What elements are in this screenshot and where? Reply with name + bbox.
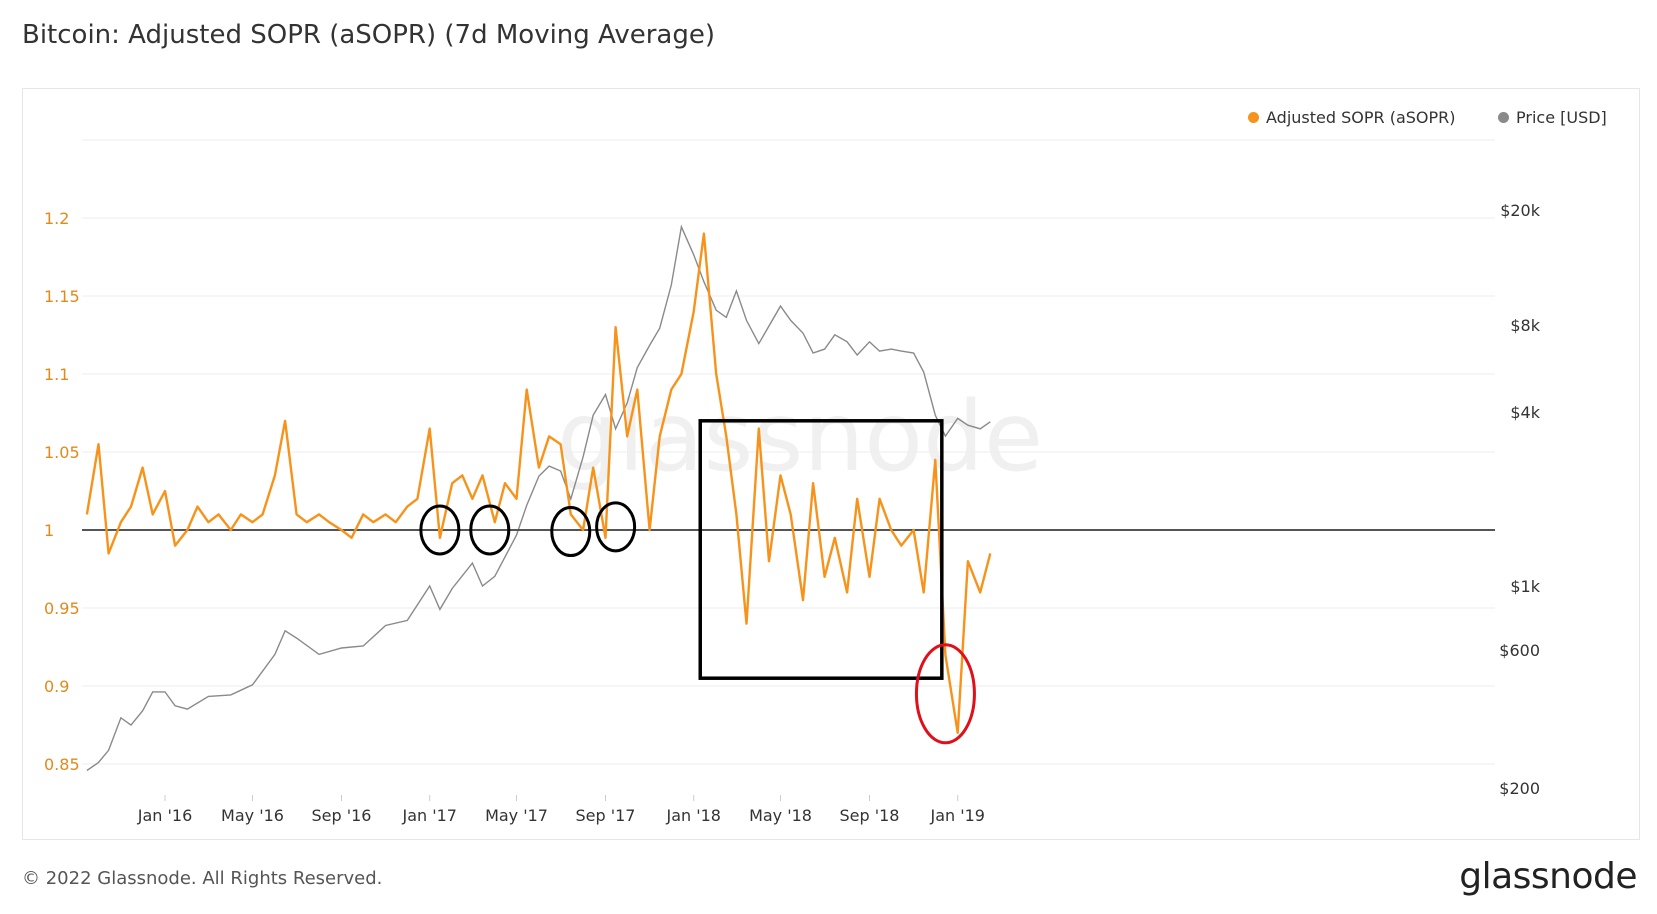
right-axis-tick-label: $8k	[1510, 316, 1540, 335]
x-axis-tick-label: Jan '16	[137, 806, 193, 825]
x-axis-tick-label: Sep '16	[311, 806, 371, 825]
x-axis-tick-label: Sep '17	[575, 806, 635, 825]
chart-frame	[22, 88, 1640, 840]
left-axis-tick-label: 0.95	[44, 599, 80, 618]
x-axis-tick-label: May '16	[221, 806, 284, 825]
left-axis-tick-label: 1.05	[44, 443, 80, 462]
left-axis-tick-label: 0.85	[44, 755, 80, 774]
series-line-sopr	[85, 232, 992, 734]
left-axis-tick-label: 1.1	[44, 365, 69, 384]
annotation-ellipse	[595, 501, 637, 553]
right-axis-tick-label: $20k	[1500, 201, 1541, 220]
legend-label-price: Price [USD]	[1516, 108, 1607, 127]
chart-title: Bitcoin: Adjusted SOPR (aSOPR) (7d Movin…	[22, 20, 715, 50]
legend-dot-price-icon	[1498, 112, 1509, 123]
x-axis-tick-label: May '17	[485, 806, 548, 825]
annotation-ellipse	[419, 504, 461, 556]
annotation-ellipse-red	[914, 643, 976, 745]
x-axis-tick-label: Jan '19	[929, 806, 985, 825]
legend-item-sopr[interactable]: Adjusted SOPR (aSOPR)	[1248, 108, 1456, 127]
legend-item-price[interactable]: Price [USD]	[1498, 108, 1607, 127]
legend-dot-sopr-icon	[1248, 112, 1259, 123]
right-axis-tick-label: $600	[1499, 641, 1540, 660]
right-axis-tick-label: $200	[1499, 779, 1540, 798]
left-axis-tick-label: 1.2	[44, 209, 69, 228]
x-axis-tick-label: Jan '18	[665, 806, 721, 825]
annotation-ellipse	[469, 504, 511, 556]
left-axis-tick-label: 1.15	[44, 287, 80, 306]
annotation-ellipse	[550, 506, 592, 558]
right-axis-tick-label: $1k	[1510, 577, 1540, 596]
left-axis-tick-label: 0.9	[44, 677, 69, 696]
x-axis-tick-label: May '18	[749, 806, 812, 825]
right-axis-tick-label: $4k	[1510, 403, 1540, 422]
annotation-rectangle	[698, 419, 944, 680]
left-axis-tick-label: 1	[44, 521, 54, 540]
copyright: © 2022 Glassnode. All Rights Reserved.	[22, 868, 383, 889]
x-axis-tick-label: Jan '17	[401, 806, 457, 825]
x-axis-tick-label: Sep '18	[839, 806, 899, 825]
legend-label-sopr: Adjusted SOPR (aSOPR)	[1266, 108, 1456, 127]
watermark: glassnode	[557, 381, 1043, 493]
brand-logo[interactable]: glassnode	[1459, 856, 1637, 897]
series-line-price	[86, 224, 991, 772]
